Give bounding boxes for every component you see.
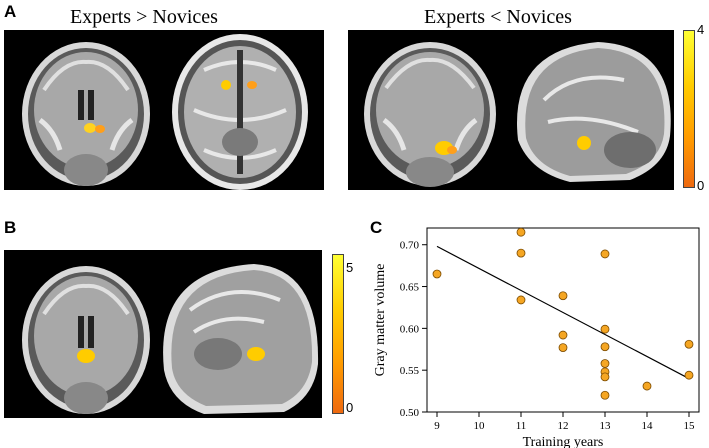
data-point [600,390,610,400]
panel-b-colorbar-min: 0 [346,400,354,415]
panel-a-letter: A [4,2,17,21]
activation-blob [447,146,457,154]
sagittal-slice-b [163,264,319,414]
experts-lt-novices-heading: Experts < Novices [424,6,572,28]
x-tick-label: 11 [516,420,527,432]
panel-a-left-scans [4,30,324,190]
panel-c-letter: C [370,218,383,237]
y-tick-label: 0.55 [400,365,420,377]
data-point [600,359,610,368]
panel-c-scatter-chart: 9 10 11 12 13 14 15 0.50 0.55 0.60 0.65 0.70 Train… [373,227,700,448]
panel-b-scans [4,250,322,418]
coronal-slice-a1 [22,42,150,186]
x-tick-label: 14 [642,420,654,432]
data-point [600,372,610,382]
data-point [684,370,694,380]
x-tick-label: 12 [558,420,569,432]
activation-blob [577,136,591,150]
x-tick-label: 10 [474,420,486,432]
activation-blob [95,125,105,133]
activation-blob [221,80,231,90]
data-point [600,249,610,259]
regression-line [436,245,690,380]
data-point [600,324,610,334]
activation-blob [84,123,96,133]
x-axis-label: Training years [523,435,604,448]
data-point [516,227,526,237]
y-tick-label: 0.50 [400,407,420,419]
coronal-slice-b [22,266,150,414]
panel-a-colorbar-max: 4 [697,22,705,37]
plot-frame [426,227,700,413]
y-axis-label: Gray matter volume [373,264,388,377]
axial-slice-a1 [172,34,308,190]
x-tick-label: 13 [600,420,612,432]
activation-blob [247,347,265,361]
data-point [558,330,568,340]
y-tick-label: 0.70 [400,240,420,252]
data-point [516,248,526,258]
x-tick-label: 9 [434,420,440,432]
x-tick-label: 15 [684,420,696,432]
panel-a-colorbar-min: 0 [697,178,705,193]
data-point [600,342,610,352]
y-ticks: 0.50 0.55 0.60 0.65 0.70 [400,240,427,419]
data-point [516,295,526,305]
panel-b-colorbar [332,254,344,414]
x-ticks: 9 10 11 12 13 14 15 [434,412,695,432]
data-point [432,269,442,279]
y-tick-label: 0.65 [400,282,420,294]
data-point [684,339,694,349]
panel-a-colorbar [683,30,695,188]
panel-b-colorbar-max: 5 [346,260,354,275]
data-points [432,227,694,400]
activation-blob [77,349,95,363]
data-point [642,381,652,391]
sagittal-slice-a2 [517,42,671,182]
panel-a-right-scans [348,30,674,190]
experts-gt-novices-heading: Experts > Novices [70,6,218,28]
y-tick-label: 0.60 [400,323,420,335]
activation-blob [247,81,257,89]
panel-b-letter: B [4,218,17,237]
data-point [558,291,568,301]
data-point [558,343,568,352]
coronal-slice-a2 [364,42,496,187]
